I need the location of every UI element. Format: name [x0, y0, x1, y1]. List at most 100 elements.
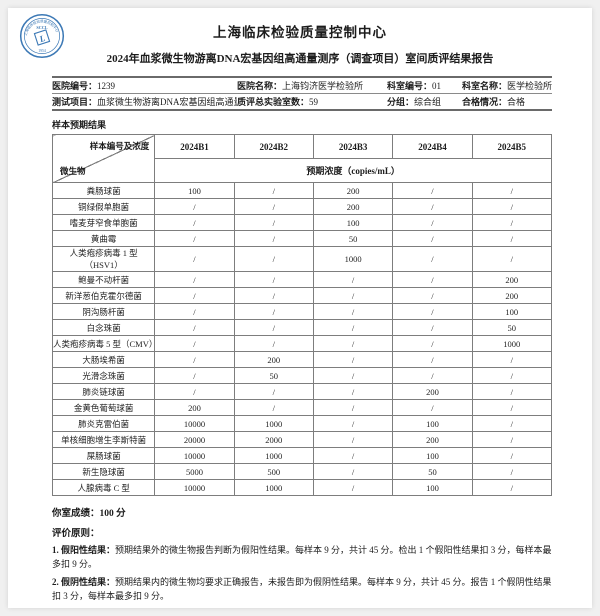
organism-name-cell: 新生隐球菌 — [51, 463, 156, 480]
info-row-2: 测试项目：血浆微生物游离DNA宏基因组高通量测序 质评总实验室数：59 分组：综… — [52, 93, 552, 109]
value-cell-b2: / — [233, 230, 314, 247]
report-page: 上海临床检验质量控制中心 SCCL L 1954 上海临床检验质量控制中心 20… — [8, 8, 592, 608]
value-cell-b5: / — [471, 198, 553, 215]
table-row: 肺炎克雷伯菌 10000 1000 / 100 / — [51, 415, 553, 432]
value-cell-b2: / — [233, 303, 314, 320]
value-cell-b2: / — [233, 182, 314, 199]
value-cell-b3: / — [312, 463, 394, 480]
table-row: 人类疱疹病毒 1 型（HSV1） / / 1000 / / — [51, 246, 553, 272]
table-row: 铜绿假单胞菌 / / 200 / / — [51, 198, 553, 215]
value-cell-b5: / — [471, 182, 553, 199]
department-id-label: 科室编号： — [387, 81, 433, 91]
organism-name-cell: 鲍曼不动杆菌 — [51, 271, 156, 288]
value-cell-b2: 200 — [233, 351, 314, 368]
value-cell-b1: 10000 — [154, 479, 235, 496]
criteria-item: 1. 假阳性结果：预期结果外的微生物报告判断为假阳性结果。每样本 9 分，共计 … — [52, 544, 552, 571]
table-subheader-row: 预期浓度（copies/mL） — [53, 158, 552, 183]
table-row: 大肠埃希菌 / 200 / / / — [51, 351, 553, 368]
table-header-row: 样本编号及浓度 微生物 2024B1 2024B2 2024B3 2024B4 … — [51, 134, 553, 183]
value-cell-b4: / — [392, 367, 473, 384]
organism-name-cell: 单核细胞增生李斯特菌 — [51, 431, 156, 448]
section-title-expected-results: 样本预期结果 — [52, 120, 107, 130]
value-cell-b4: / — [392, 198, 473, 215]
group-value: 综合组 — [414, 97, 442, 107]
criteria-list: 1. 假阳性结果：预期结果外的微生物报告判断为假阳性结果。每样本 9 分，共计 … — [52, 544, 552, 608]
value-cell-b2: 1000 — [233, 447, 314, 464]
table-row: 屎肠球菌 10000 1000 / 100 / — [51, 447, 553, 464]
organism-name-cell: 阴沟肠杆菌 — [51, 303, 156, 320]
svg-text:L: L — [37, 33, 47, 45]
value-cell-b2: / — [233, 287, 314, 304]
value-cell-b2: / — [233, 198, 314, 215]
logo-mark-icon: L — [33, 29, 51, 46]
table-row: 黄曲霉 / / 50 / / — [51, 230, 553, 247]
value-cell-b5: / — [471, 246, 553, 272]
info-row-1: 医院编号：1239 医院名称：上海钧济医学检验所 科室编号：01 科室名称：医学… — [52, 78, 552, 93]
test-item-field: 测试项目：血浆微生物游离DNA宏基因组高通量测序 — [52, 95, 237, 108]
value-cell-b1: 5000 — [154, 463, 235, 480]
organism-name-cell: 大肠埃希菌 — [51, 351, 156, 368]
value-cell-b4: 50 — [392, 463, 473, 480]
table-row: 人类疱疹病毒 5 型（CMV） / / / / 1000 — [51, 335, 553, 352]
value-cell-b4: 200 — [392, 431, 473, 448]
test-item-label: 测试项目： — [52, 97, 98, 107]
lab-count-field: 质评总实验室数：59 — [237, 95, 387, 108]
column-header-2024b2: 2024B2 — [233, 134, 314, 159]
value-cell-b4: / — [392, 230, 473, 247]
value-cell-b1: 10000 — [154, 447, 235, 464]
value-cell-b1: / — [154, 246, 235, 272]
pass-status-value: 合格 — [507, 97, 526, 107]
table-row: 单核细胞增生李斯特菌 20000 2000 / 200 / — [51, 431, 553, 448]
value-cell-b5: / — [471, 214, 553, 231]
criteria-title: 评价原则： — [52, 529, 100, 539]
value-cell-b3: / — [312, 479, 394, 496]
value-cell-b4: / — [392, 319, 473, 336]
value-cell-b5: 200 — [471, 271, 553, 288]
table-row: 鲍曼不动杆菌 / / / / 200 — [51, 271, 553, 288]
value-cell-b4: / — [392, 271, 473, 288]
score-label: 你室成绩： — [52, 509, 100, 519]
value-cell-b3: 50 — [312, 230, 394, 247]
corner-label-microbe: 微生物 — [60, 166, 86, 176]
value-cell-b5: / — [471, 463, 553, 480]
value-cell-b3: 100 — [312, 214, 394, 231]
group-label: 分组： — [387, 97, 415, 107]
organism-name-cell: 白念珠菌 — [51, 319, 156, 336]
organism-name-cell: 光滑念珠菌 — [51, 367, 156, 384]
value-cell-b4: / — [392, 335, 473, 352]
value-cell-b3: / — [312, 271, 394, 288]
corner-header-cell: 样本编号及浓度 微生物 — [51, 134, 156, 183]
table-row: 阴沟肠杆菌 / / / / 100 — [51, 303, 553, 320]
value-cell-b5: / — [471, 431, 553, 448]
table-row: 粪肠球菌 100 / 200 / / — [51, 182, 553, 199]
value-cell-b2: / — [233, 399, 314, 416]
value-cell-b3: / — [312, 319, 394, 336]
value-cell-b2: / — [233, 214, 314, 231]
value-cell-b1: / — [154, 335, 235, 352]
expected-concentration-header: 预期浓度（copies/mL） — [154, 158, 552, 183]
value-cell-b1: / — [154, 271, 235, 288]
logo-acronym-text: SCCL — [36, 25, 47, 30]
department-id-field: 科室编号：01 — [387, 79, 462, 92]
value-cell-b3: 200 — [312, 198, 394, 215]
hospital-name-label: 医院名称： — [237, 81, 283, 91]
value-cell-b3: / — [312, 287, 394, 304]
value-cell-b5: / — [471, 351, 553, 368]
value-cell-b1: / — [154, 383, 235, 400]
department-id-value: 01 — [432, 81, 442, 91]
value-cell-b3: 1000 — [312, 246, 394, 272]
table-row: 新洋葱伯克霍尔德菌 / / / / 200 — [51, 287, 553, 304]
value-cell-b5: 50 — [471, 319, 553, 336]
organism-name-cell: 人类疱疹病毒 5 型（CMV） — [51, 335, 157, 352]
test-item-value: 血浆微生物游离DNA宏基因组高通量测序 — [97, 97, 237, 107]
corner-label-sample: 样本编号及浓度 — [89, 141, 150, 151]
column-header-2024b5: 2024B5 — [471, 134, 553, 159]
table-row: 光滑念珠菌 / 50 / / / — [51, 367, 553, 384]
organism-name-cell: 铜绿假单胞菌 — [51, 198, 156, 215]
organism-name-cell: 肺炎链球菌 — [51, 383, 156, 400]
report-info-block: 医院编号：1239 医院名称：上海钧济医学检验所 科室编号：01 科室名称：医学… — [52, 76, 552, 111]
organism-name-cell: 金黄色葡萄球菌 — [51, 399, 156, 416]
column-header-2024b4: 2024B4 — [392, 134, 473, 159]
value-cell-b2: 50 — [233, 367, 314, 384]
value-cell-b4: / — [392, 287, 473, 304]
